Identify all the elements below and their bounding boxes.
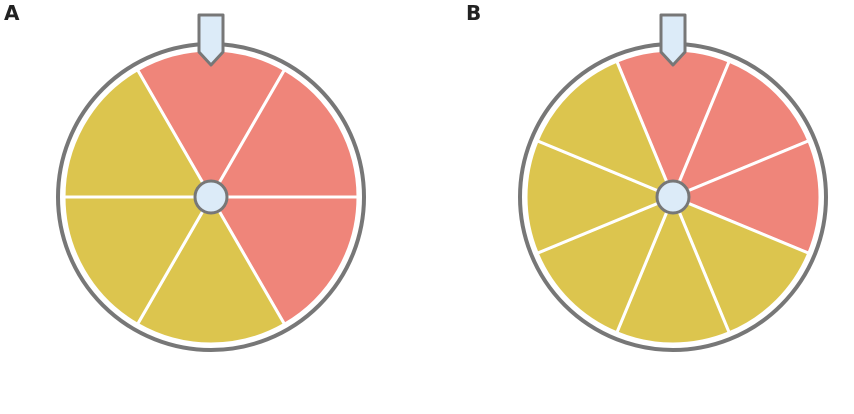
hub: [193, 179, 229, 215]
hub: [655, 179, 691, 215]
panel-label: B: [466, 1, 481, 25]
sector: [671, 139, 822, 255]
pointer: [197, 13, 225, 67]
sector: [209, 195, 360, 326]
sector: [615, 195, 731, 346]
sector: [671, 195, 811, 335]
panel-label: A: [4, 1, 20, 25]
sector: [209, 68, 360, 199]
sector: [671, 59, 811, 199]
sector: [535, 195, 675, 335]
sector: [62, 68, 213, 199]
sector: [535, 59, 675, 199]
sector: [62, 195, 213, 326]
sector: [524, 139, 675, 255]
pointer: [659, 13, 687, 67]
sector: [136, 195, 286, 346]
